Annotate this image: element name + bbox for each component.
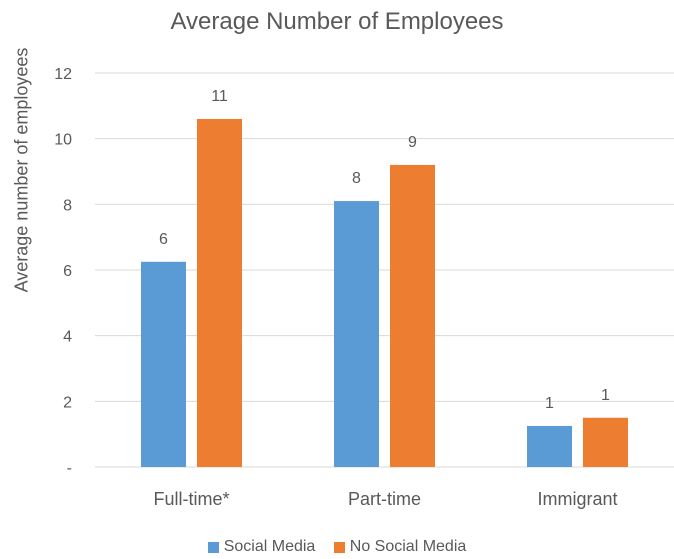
data-label: 1 xyxy=(545,395,554,412)
y-tick-label: 6 xyxy=(63,263,72,280)
data-label: 8 xyxy=(352,170,361,187)
bar-social-media xyxy=(334,201,379,468)
data-label: 6 xyxy=(159,231,168,248)
legend-item-social-media: Social Media xyxy=(207,538,316,556)
data-label: 1 xyxy=(601,387,610,404)
x-tick-label: Part-time xyxy=(348,489,421,509)
bar-social-media xyxy=(141,261,186,467)
chart-title: Average Number of Employees xyxy=(170,8,504,35)
data-label: 9 xyxy=(408,134,417,151)
legend-swatch-no-social-media xyxy=(333,541,345,553)
y-tick-label: 2 xyxy=(63,394,72,411)
legend-label-no-social-media: No Social Media xyxy=(349,538,467,555)
legend: Social Media No Social Media xyxy=(0,538,674,558)
bar-no-social-media xyxy=(390,164,435,467)
bar-no-social-media xyxy=(583,417,628,467)
y-tick-label: 10 xyxy=(54,132,72,149)
legend-label-social-media: Social Media xyxy=(223,538,316,555)
bar-social-media xyxy=(527,425,572,467)
legend-item-no-social-media: No Social Media xyxy=(333,538,467,556)
bar-no-social-media xyxy=(197,118,242,467)
data-label: 11 xyxy=(211,88,228,105)
x-tick-label: Full-time* xyxy=(153,489,229,509)
x-tick-label: Immigrant xyxy=(537,489,617,509)
y-tick-label: - xyxy=(67,460,72,477)
y-tick-label: 12 xyxy=(54,66,72,83)
y-tick-label: 4 xyxy=(63,329,72,346)
legend-swatch-social-media xyxy=(207,541,219,553)
y-tick-label: 8 xyxy=(63,197,72,214)
